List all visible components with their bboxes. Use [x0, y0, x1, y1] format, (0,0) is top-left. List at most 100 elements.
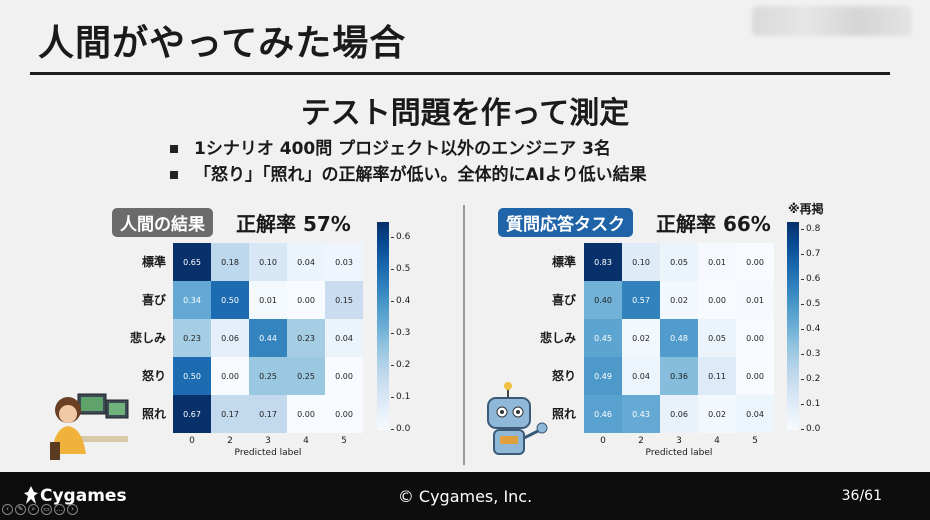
human-accuracy: 正解率 57% [236, 212, 351, 236]
matrix-cell: 0.43 [622, 395, 660, 433]
more-options-icon[interactable]: … [54, 504, 65, 515]
matrix-cell: 0.36 [660, 357, 698, 395]
bullet-list: 1シナリオ 400問 プロジェクト以外のエンジニア 3名 「怒り」「照れ」の正解… [170, 136, 647, 188]
y-tick-label: 怒り [141, 369, 166, 383]
matrix-cell: 0.50 [173, 357, 211, 395]
matrix-cell: 0.83 [584, 243, 622, 281]
y-tick-label: 悲しみ [539, 331, 576, 345]
matrix-cell: 0.05 [660, 243, 698, 281]
matrix-cell: 0.00 [698, 281, 736, 319]
y-tick-label: 悲しみ [129, 331, 166, 345]
next-slide-icon[interactable]: › [67, 504, 78, 515]
title-underline [30, 72, 890, 75]
x-tick-label: 4 [303, 436, 309, 446]
matrix-cell: 0.00 [287, 281, 325, 319]
colorbar [787, 222, 799, 430]
qa-confusion-matrix: 0.83 0.10 0.05 0.01 0.00 0.40 0.57 0.02 0.00 0.01… [584, 243, 774, 433]
matrix-cell: 0.00 [736, 319, 774, 357]
colorbar-tick-label: 0.6 [390, 232, 411, 242]
previous-slide-icon[interactable]: ‹ [2, 504, 13, 515]
colorbar-tick-label: 0.3 [800, 348, 821, 359]
y-tick-label: 標準 [551, 255, 576, 269]
matrix-cell: 0.01 [736, 281, 774, 319]
human-confusion-matrix: 0.65 0.18 0.10 0.04 0.03 0.34 0.50 0.01 0.00 0.15… [173, 243, 363, 433]
matrix-cell: 0.04 [325, 319, 363, 357]
subtitles-icon[interactable]: ▭ [41, 504, 52, 515]
colorbar-tick-label: 0.7 [800, 248, 821, 259]
colorbar-tick-label: 0.5 [800, 298, 821, 309]
bullet-text: 1シナリオ 400問 プロジェクト以外のエンジニア 3名 [194, 139, 611, 159]
matrix-cell: 0.01 [249, 281, 287, 319]
matrix-cell: 0.04 [736, 395, 774, 433]
bullet-square-icon [170, 171, 178, 179]
bullet-square-icon [170, 145, 178, 153]
matrix-cell: 0.17 [249, 395, 287, 433]
matrix-cell: 0.17 [211, 395, 249, 433]
bullet-item: 1シナリオ 400問 プロジェクト以外のエンジニア 3名 [170, 136, 647, 162]
matrix-cell: 0.50 [211, 281, 249, 319]
colorbar-tick-label: 0.3 [390, 328, 411, 338]
matrix-cell: 0.00 [736, 243, 774, 281]
matrix-cell: 0.11 [698, 357, 736, 395]
matrix-cell: 0.49 [584, 357, 622, 395]
colorbar-tick-label: 0.1 [800, 398, 821, 409]
slide-subtitle: テスト問題を作って測定 [300, 96, 630, 131]
repost-note: ※再掲 [788, 202, 824, 216]
matrix-cell: 0.02 [698, 395, 736, 433]
matrix-cell: 0.18 [211, 243, 249, 281]
bullet-item: 「怒り」「照れ」の正解率が低い。全体的にAIより低い結果 [170, 162, 647, 188]
colorbar-tick-label: 0.8 [800, 223, 821, 234]
pen-icon[interactable]: ✎ [15, 504, 26, 515]
matrix-cell: 0.05 [698, 319, 736, 357]
brand-name: Cygames [40, 486, 127, 506]
engineer-illustration-icon [50, 393, 129, 460]
matrix-cell: 0.25 [287, 357, 325, 395]
qa-accuracy: 正解率 66% [656, 212, 771, 236]
matrix-cell: 0.40 [584, 281, 622, 319]
y-tick-label: 喜び [141, 293, 166, 307]
matrix-cell: 0.44 [249, 319, 287, 357]
matrix-cell: 0.03 [325, 243, 363, 281]
slide-title: 人間がやってみた場合 [38, 23, 407, 64]
human-result-badge: 人間の結果 [112, 208, 213, 237]
matrix-cell: 0.45 [584, 319, 622, 357]
panel-divider [463, 205, 465, 465]
colorbar-tick-label: 0.0 [800, 424, 821, 434]
matrix-cell: 0.65 [173, 243, 211, 281]
matrix-cell: 0.00 [287, 395, 325, 433]
y-tick-label: 喜び [551, 293, 576, 307]
matrix-cell: 0.00 [325, 357, 363, 395]
zoom-icon[interactable]: ⌕ [28, 504, 39, 515]
colorbar [377, 222, 389, 430]
matrix-cell: 0.00 [736, 357, 774, 395]
copyright: © Cygames, Inc. [397, 487, 533, 506]
matrix-cell: 0.34 [173, 281, 211, 319]
x-tick-label: 4 [714, 436, 720, 446]
presentation-controls: ‹ ✎ ⌕ ▭ … › [2, 504, 78, 515]
page-number: 36/61 [841, 488, 882, 504]
cygames-logo-icon [24, 486, 38, 504]
y-tick-label: 照れ [141, 407, 166, 421]
matrix-cell: 0.01 [698, 243, 736, 281]
x-tick-label: 5 [341, 436, 347, 446]
blurred-logo [752, 6, 912, 36]
matrix-cell: 0.57 [622, 281, 660, 319]
slide: 人間がやってみた場合 テスト問題を作って測定 1シナリオ 400問 プロジェクト… [30, 6, 912, 465]
x-tick-label: 0 [189, 436, 195, 446]
matrix-cell: 0.10 [249, 243, 287, 281]
matrix-cell: 0.46 [584, 395, 622, 433]
colorbar-tick-label: 0.4 [800, 323, 821, 334]
y-tick-label: 標準 [141, 255, 166, 269]
colorbar-tick-label: 0.5 [390, 264, 411, 274]
matrix-cell: 0.48 [660, 319, 698, 357]
colorbar-tick-label: 0.1 [390, 392, 411, 402]
matrix-cell: 0.00 [211, 357, 249, 395]
colorbar-tick-label: 0.2 [800, 373, 821, 384]
x-tick-label: 2 [638, 436, 644, 446]
matrix-cell: 0.00 [325, 395, 363, 433]
matrix-cell: 0.23 [287, 319, 325, 357]
robot-illustration-icon [487, 382, 548, 455]
colorbar-tick-label: 0.0 [390, 424, 411, 434]
x-axis-title: Predicted label [645, 448, 713, 458]
matrix-cell: 0.25 [249, 357, 287, 395]
